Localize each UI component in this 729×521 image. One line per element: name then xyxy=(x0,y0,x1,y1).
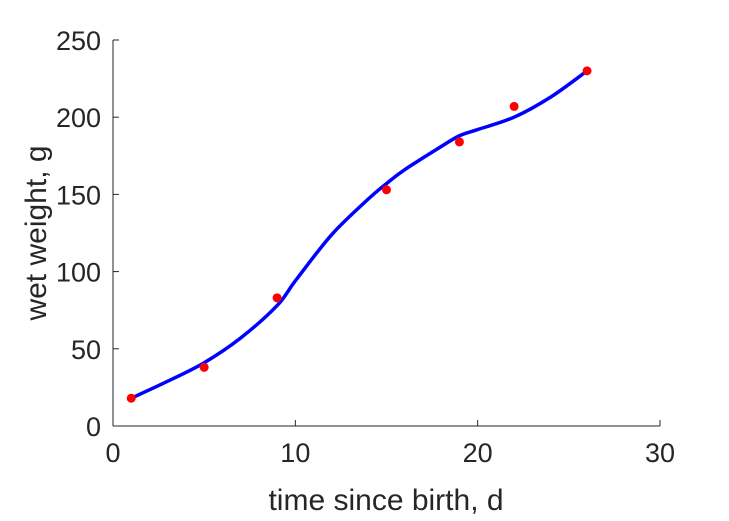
data-point xyxy=(272,293,282,303)
axes xyxy=(112,40,660,427)
y-tick-label: 200 xyxy=(56,103,101,133)
x-tick-label: 20 xyxy=(463,438,493,468)
y-tick-label: 50 xyxy=(71,335,101,365)
y-tick-label: 0 xyxy=(86,412,101,442)
data-point xyxy=(582,66,592,76)
data-points-layer xyxy=(126,66,592,403)
y-axis-label: wet weight, g xyxy=(20,145,53,321)
data-point xyxy=(126,393,136,403)
x-tick-label: 0 xyxy=(105,438,120,468)
y-tick-label: 250 xyxy=(56,26,101,56)
y-ticks: 0 50 100 150 200 250 xyxy=(56,26,119,442)
y-tick-label: 150 xyxy=(56,180,101,210)
x-ticks: 0 10 20 30 xyxy=(105,420,675,468)
x-axis-label: time since birth, d xyxy=(268,484,503,517)
x-tick-label: 10 xyxy=(280,438,310,468)
x-tick-label: 30 xyxy=(645,438,675,468)
data-point xyxy=(454,137,464,147)
fit-curve-layer xyxy=(129,69,589,400)
y-tick-label: 100 xyxy=(56,258,101,288)
data-point xyxy=(199,362,209,372)
data-point xyxy=(382,185,391,195)
fit-curve-line xyxy=(129,69,589,400)
data-point xyxy=(509,101,519,111)
